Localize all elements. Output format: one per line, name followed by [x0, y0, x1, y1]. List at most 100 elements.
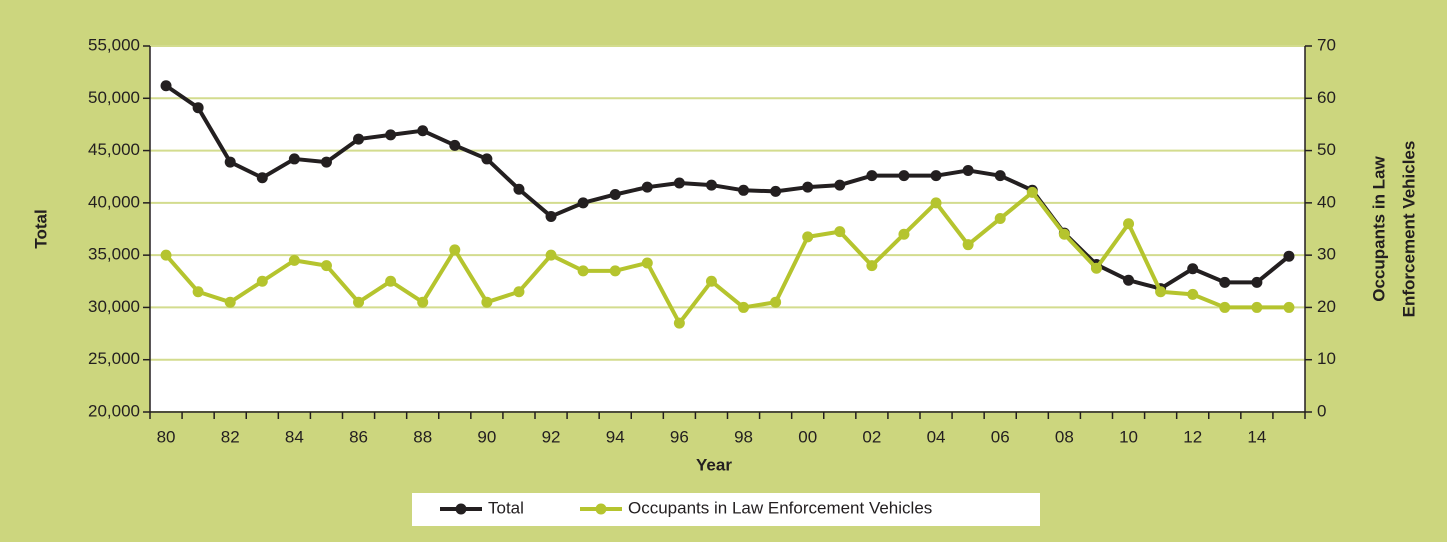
point	[1219, 301, 1231, 313]
plot-area	[150, 46, 1305, 412]
point	[1155, 286, 1167, 298]
point	[738, 184, 750, 196]
x-tick-label: 90	[477, 427, 496, 446]
x-tick-label: 14	[1247, 427, 1266, 446]
legend-marker	[595, 503, 607, 515]
point	[1123, 218, 1135, 230]
y2-tick-label: 60	[1317, 88, 1336, 107]
point	[1283, 250, 1295, 262]
point	[513, 286, 525, 298]
point	[1219, 276, 1231, 288]
point	[224, 296, 236, 308]
x-tick-label: 98	[734, 427, 753, 446]
point	[834, 179, 846, 191]
point	[288, 254, 300, 266]
point	[192, 102, 204, 114]
point	[417, 296, 429, 308]
y2-axis-label: Enforcement Vehicles	[1399, 141, 1418, 318]
x-tick-label: 84	[285, 427, 304, 446]
x-axis-label: Year	[696, 455, 732, 474]
legend-marker	[455, 503, 467, 515]
point	[385, 129, 397, 141]
point	[1187, 263, 1199, 275]
point	[417, 125, 429, 137]
y2-tick-label: 50	[1317, 140, 1336, 159]
legend	[412, 493, 1040, 526]
y-tick-label: 30,000	[88, 297, 140, 316]
x-tick-label: 06	[991, 427, 1010, 446]
x-tick-label: 04	[927, 427, 946, 446]
point	[802, 181, 814, 193]
point	[1123, 274, 1135, 286]
x-tick-label: 82	[221, 427, 240, 446]
point	[449, 139, 461, 151]
y-tick-label: 35,000	[88, 245, 140, 264]
point	[834, 226, 846, 238]
legend-label: Occupants in Law Enforcement Vehicles	[628, 498, 932, 517]
y2-tick-label: 0	[1317, 401, 1326, 420]
y2-tick-label: 70	[1317, 35, 1336, 54]
point	[770, 185, 782, 197]
point	[641, 257, 653, 269]
point	[1090, 262, 1102, 274]
point	[609, 265, 621, 277]
x-tick-label: 12	[1183, 427, 1202, 446]
point	[545, 249, 557, 261]
point	[962, 239, 974, 251]
point	[353, 133, 365, 145]
point	[577, 197, 589, 209]
point	[320, 156, 332, 168]
point	[962, 164, 974, 176]
point	[994, 170, 1006, 182]
point	[994, 213, 1006, 225]
legend-label: Total	[488, 498, 524, 517]
point	[802, 231, 814, 243]
y2-tick-label: 40	[1317, 192, 1336, 211]
point	[160, 249, 172, 261]
series-line	[164, 190, 1289, 326]
point	[898, 228, 910, 240]
x-tick-label: 08	[1055, 427, 1074, 446]
point	[609, 188, 621, 200]
point	[449, 244, 461, 256]
y2-tick-label: 20	[1317, 297, 1336, 316]
point	[1058, 228, 1070, 240]
point	[1251, 301, 1263, 313]
point	[641, 181, 653, 193]
point	[481, 153, 493, 165]
y2-axis-label: Occupants in Law	[1369, 155, 1388, 301]
point	[930, 197, 942, 209]
point	[673, 177, 685, 189]
point	[256, 275, 268, 287]
point	[866, 260, 878, 272]
point	[192, 286, 204, 298]
point	[1187, 288, 1199, 300]
point	[673, 317, 685, 329]
y2-tick-label: 10	[1317, 349, 1336, 368]
point	[577, 265, 589, 277]
point	[224, 156, 236, 168]
y-tick-label: 40,000	[88, 192, 140, 211]
point	[545, 210, 557, 222]
point	[481, 296, 493, 308]
point	[930, 170, 942, 182]
y-tick-label: 45,000	[88, 140, 140, 159]
x-tick-label: 86	[349, 427, 368, 446]
x-tick-label: 92	[542, 427, 561, 446]
point	[320, 260, 332, 272]
y-tick-label: 25,000	[88, 349, 140, 368]
y-tick-label: 20,000	[88, 401, 140, 420]
y-axis-label: Total	[31, 209, 50, 248]
y-tick-label: 50,000	[88, 88, 140, 107]
point	[1283, 301, 1295, 313]
x-tick-label: 96	[670, 427, 689, 446]
x-tick-label: 00	[798, 427, 817, 446]
point	[256, 172, 268, 184]
point	[160, 80, 172, 92]
point	[353, 296, 365, 308]
point	[1251, 276, 1263, 288]
point	[288, 153, 300, 165]
point	[866, 170, 878, 182]
x-tick-label: 02	[862, 427, 881, 446]
